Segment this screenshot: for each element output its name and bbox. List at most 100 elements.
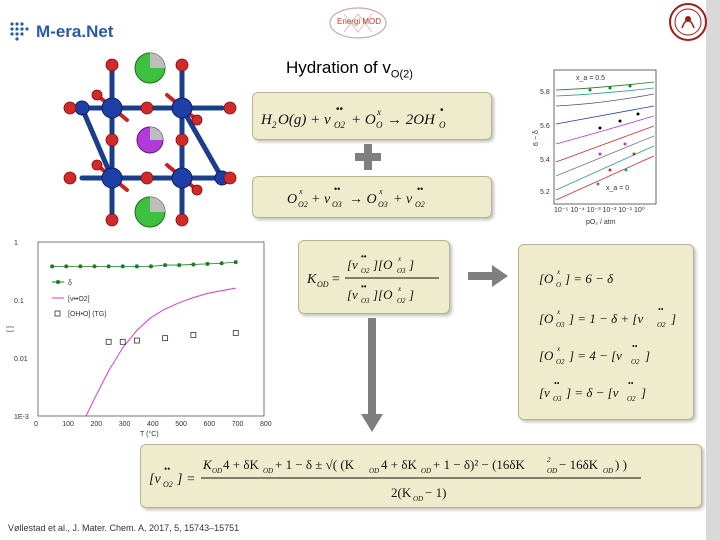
svg-text:••: ••	[554, 379, 560, 388]
svg-text:OD: OD	[369, 467, 379, 475]
svg-text:4 + δK: 4 + δK	[223, 457, 259, 472]
legend-delta: δ	[68, 280, 72, 287]
svg-text:O2: O2	[556, 358, 565, 366]
right-arrow-icon	[468, 265, 508, 287]
energimod-text: Energi MOD	[337, 17, 382, 26]
svg-text:••: ••	[336, 104, 344, 115]
svg-text:x: x	[556, 268, 561, 276]
data-point-hydroxide	[133, 337, 140, 344]
svg-text:→ 2OH: → 2OH	[387, 112, 436, 128]
x-tick-label: 0	[34, 421, 38, 428]
svg-text:O3: O3	[378, 200, 388, 209]
data-point-delta	[191, 262, 196, 267]
svg-text:O3: O3	[553, 395, 562, 403]
down-arrow-icon	[361, 318, 383, 432]
exchange-equation-box: O O2 x + v O3 •• → O O3 x + v O2 ••	[252, 176, 492, 218]
data-point-delta	[163, 263, 168, 268]
svg-text:[v: [v	[347, 287, 358, 302]
citation-text: Vøllestad et al., J. Mater. Chem. A, 201…	[8, 523, 240, 533]
svg-text:− 1): − 1)	[425, 485, 446, 500]
svg-text:K: K	[202, 457, 213, 472]
svg-text:O(g) + v: O(g) + v	[278, 112, 331, 128]
title-subscript: O(2)	[390, 68, 413, 81]
svg-text:O2: O2	[415, 200, 425, 209]
data-point-delta	[64, 264, 69, 269]
svg-text:K: K	[306, 272, 317, 287]
data-point-hydroxide	[105, 338, 112, 345]
svg-text:→ O: → O	[349, 192, 377, 207]
svg-text:O2: O2	[397, 297, 406, 305]
x-tick-label: 500	[175, 421, 187, 428]
svg-text:[O: [O	[539, 271, 554, 286]
title-main: Hydration of v	[286, 58, 391, 77]
svg-text:O3: O3	[397, 267, 406, 275]
svg-text:2(K: 2(K	[391, 485, 412, 500]
university-seal-icon	[668, 2, 708, 42]
svg-text:x: x	[298, 187, 303, 196]
energimod-logo: Energi MOD	[328, 6, 388, 40]
oxygen-content-chart: 5.8 5.6 5.4 5.2 6 − δ pO₂ / atm x_a = 0.5 x…	[530, 66, 660, 230]
svg-text:••: ••	[361, 282, 367, 291]
svg-text:10⁻⁵ 10⁻⁴ 10⁻³ 10⁻² 10⁻¹ 10⁰: 10⁻⁵ 10⁻⁴ 10⁻³ 10⁻² 10⁻¹ 10⁰	[554, 206, 645, 214]
svg-text:]: ]	[640, 385, 646, 400]
mera-net-logo: M-era.Net	[8, 18, 118, 50]
svg-text:O2: O2	[334, 120, 345, 130]
svg-text:]: ]	[408, 287, 414, 302]
svg-text:+ v: + v	[311, 192, 331, 207]
data-point-hydroxide	[162, 335, 169, 342]
svg-text:O: O	[287, 192, 297, 207]
x-tick-label: 100	[62, 421, 74, 428]
svg-text:O: O	[556, 281, 561, 289]
svg-text:+ 1 − δ ± √( (K: + 1 − δ ± √( (K	[275, 457, 355, 472]
svg-text:][O: ][O	[372, 287, 393, 302]
x-tick-label: 400	[147, 421, 159, 428]
plus-icon	[355, 144, 381, 170]
data-point-delta	[177, 263, 182, 268]
svg-text:2: 2	[272, 120, 277, 130]
hydration-equation-box: H 2 O(g) + v O2 •• + O O x → 2OH O •	[252, 92, 492, 140]
svg-text:OD: OD	[421, 467, 431, 475]
data-point-delta	[50, 264, 55, 269]
svg-text:••: ••	[164, 464, 170, 474]
data-point-delta	[219, 261, 224, 266]
svg-text:[v: [v	[539, 385, 550, 400]
legend-hydroxide: [OH•O] (TG)	[68, 311, 107, 318]
svg-text:••: ••	[334, 184, 340, 194]
data-point-delta	[149, 264, 153, 269]
y-tick-label: 1	[14, 240, 18, 247]
svg-text:[v: [v	[347, 257, 358, 272]
svg-text:••: ••	[361, 252, 367, 261]
left-chart-ylabel: [ ]	[7, 326, 14, 332]
svg-text:O3: O3	[332, 200, 342, 209]
mera-net-text: M-era.Net	[36, 22, 114, 41]
right-sidebar-strip	[706, 0, 720, 540]
svg-text:O: O	[376, 120, 383, 130]
svg-text:pO₂ / atm: pO₂ / atm	[586, 219, 616, 226]
svg-text:=: =	[331, 272, 340, 287]
svg-text:O2: O2	[298, 200, 308, 209]
svg-text:O2: O2	[361, 267, 370, 275]
svg-text:2: 2	[547, 456, 551, 464]
y-tick-label: 0.1	[14, 298, 24, 305]
svg-text:]: ]	[408, 257, 414, 272]
svg-text:OD: OD	[413, 495, 423, 503]
svg-text:[O: [O	[539, 348, 554, 363]
solution-equation-box: [v O2 ••] = K OD 4 + δK OD + 1 − δ ± √( (K OD 4 …	[140, 444, 702, 508]
svg-text:x: x	[397, 255, 402, 263]
svg-text:x: x	[376, 107, 381, 117]
x-tick-label: 700	[232, 421, 244, 428]
x-tick-label: 800	[260, 421, 272, 428]
slide-title: Hydration of vO(2)	[286, 58, 413, 80]
svg-text:O2: O2	[631, 358, 640, 366]
legend-vacancy: [v••O2]	[68, 296, 90, 303]
svg-text:+ 1 − δ)² − (16δK: + 1 − δ)² − (16δK	[433, 457, 526, 472]
svg-text:OD: OD	[603, 467, 613, 475]
x-tick-label: 200	[91, 421, 103, 428]
svg-text:] =: ] =	[176, 472, 195, 487]
svg-text:OD: OD	[317, 280, 329, 289]
svg-text:] = 6 − δ: ] = 6 − δ	[564, 271, 614, 286]
svg-text:x: x	[378, 187, 383, 196]
svg-text:••: ••	[632, 342, 638, 351]
svg-text:+ v: + v	[393, 192, 413, 207]
svg-text:x_a = 0: x_a = 0	[606, 185, 629, 192]
